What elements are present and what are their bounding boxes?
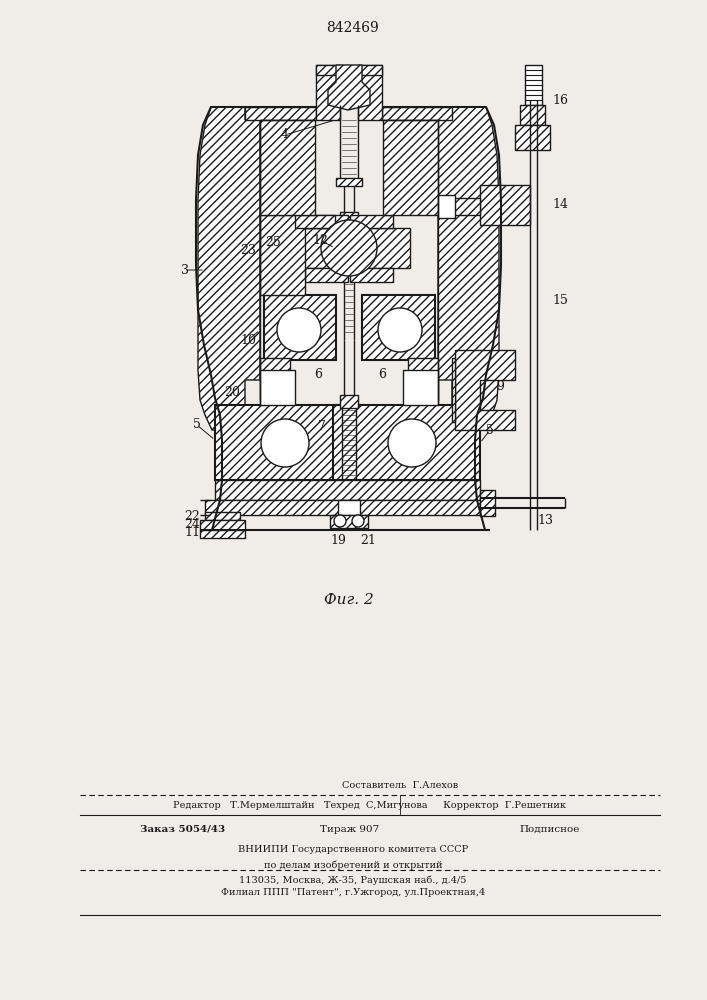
Polygon shape xyxy=(200,520,245,530)
Polygon shape xyxy=(305,215,348,228)
Text: 23: 23 xyxy=(240,243,256,256)
Polygon shape xyxy=(295,215,335,228)
Text: 20: 20 xyxy=(224,386,240,399)
Text: Подписное: Подписное xyxy=(520,824,580,834)
Circle shape xyxy=(261,419,309,467)
Polygon shape xyxy=(245,107,316,120)
Polygon shape xyxy=(333,405,480,480)
Polygon shape xyxy=(455,350,515,430)
Text: Заказ 5054/43: Заказ 5054/43 xyxy=(140,824,225,834)
Polygon shape xyxy=(200,530,245,538)
Text: Филиал ППП "Патент", г.Ужгород, ул.Проектная,4: Филиал ППП "Патент", г.Ужгород, ул.Проек… xyxy=(221,888,485,897)
Polygon shape xyxy=(480,490,495,516)
Text: 6: 6 xyxy=(314,368,322,381)
Polygon shape xyxy=(290,228,330,268)
Polygon shape xyxy=(438,107,499,430)
Text: 5: 5 xyxy=(193,418,201,432)
Text: 12: 12 xyxy=(312,233,328,246)
Text: 7: 7 xyxy=(318,420,326,432)
Polygon shape xyxy=(205,512,240,520)
Polygon shape xyxy=(340,212,358,220)
Circle shape xyxy=(388,419,436,467)
Polygon shape xyxy=(350,215,393,228)
Polygon shape xyxy=(198,107,260,430)
Text: 5: 5 xyxy=(486,424,494,436)
Text: ВНИИПИ Государственного комитета СССР: ВНИИПИ Государственного комитета СССР xyxy=(238,846,468,854)
Text: 10: 10 xyxy=(240,334,256,347)
Text: 25: 25 xyxy=(265,235,281,248)
Polygon shape xyxy=(215,480,480,500)
Text: 22: 22 xyxy=(184,510,200,522)
Text: 15: 15 xyxy=(552,294,568,306)
Polygon shape xyxy=(264,295,336,360)
Circle shape xyxy=(378,308,422,352)
Polygon shape xyxy=(358,65,382,75)
Polygon shape xyxy=(260,358,290,380)
Polygon shape xyxy=(260,380,290,400)
Polygon shape xyxy=(305,268,348,282)
Text: 14: 14 xyxy=(552,198,568,212)
Text: 842469: 842469 xyxy=(327,21,380,35)
Circle shape xyxy=(352,515,364,527)
Polygon shape xyxy=(350,268,393,282)
Polygon shape xyxy=(260,370,295,405)
Circle shape xyxy=(321,220,377,276)
Polygon shape xyxy=(368,228,410,268)
Polygon shape xyxy=(383,120,438,215)
Polygon shape xyxy=(438,195,455,218)
Polygon shape xyxy=(358,65,382,120)
Text: 11: 11 xyxy=(184,526,200,540)
Text: Тираж 907: Тираж 907 xyxy=(320,824,380,834)
Text: 13: 13 xyxy=(537,514,553,526)
Polygon shape xyxy=(205,500,490,515)
Text: 24: 24 xyxy=(184,518,200,530)
Text: 113035, Москва, Ж-35, Раушская наб., д.4/5: 113035, Москва, Ж-35, Раушская наб., д.4… xyxy=(239,875,467,885)
Polygon shape xyxy=(362,295,435,360)
Polygon shape xyxy=(336,178,362,186)
Text: 19: 19 xyxy=(330,534,346,546)
Text: Составитель  Г.Алехов: Составитель Г.Алехов xyxy=(342,780,458,790)
Polygon shape xyxy=(408,358,438,380)
Text: 16: 16 xyxy=(552,94,568,106)
Polygon shape xyxy=(260,215,305,295)
Polygon shape xyxy=(520,105,545,125)
Polygon shape xyxy=(215,405,365,480)
Polygon shape xyxy=(316,65,340,75)
Circle shape xyxy=(334,515,346,527)
Polygon shape xyxy=(525,65,542,105)
Text: Фиг. 2: Фиг. 2 xyxy=(324,593,374,607)
Polygon shape xyxy=(382,107,452,120)
Polygon shape xyxy=(338,500,360,515)
Polygon shape xyxy=(340,395,358,408)
Circle shape xyxy=(277,308,321,352)
Polygon shape xyxy=(403,370,438,405)
Polygon shape xyxy=(452,358,455,422)
Text: Редактор   Т.Мермелштайн   Техред  С,Мигунова     Корректор  Г.Решетник: Редактор Т.Мермелштайн Техред С,Мигунова… xyxy=(173,800,566,810)
Text: 6: 6 xyxy=(378,368,386,381)
Text: 4: 4 xyxy=(281,128,289,141)
Polygon shape xyxy=(452,198,480,215)
Text: 3: 3 xyxy=(181,263,189,276)
Text: по делам изобретений и открытий: по делам изобретений и открытий xyxy=(264,860,443,870)
Text: 21: 21 xyxy=(360,534,376,546)
Text: 9: 9 xyxy=(496,380,504,393)
Polygon shape xyxy=(316,65,340,120)
Polygon shape xyxy=(260,120,315,215)
Polygon shape xyxy=(480,185,530,225)
Polygon shape xyxy=(515,125,550,150)
Polygon shape xyxy=(408,380,438,400)
Polygon shape xyxy=(330,515,368,528)
Polygon shape xyxy=(328,65,370,110)
